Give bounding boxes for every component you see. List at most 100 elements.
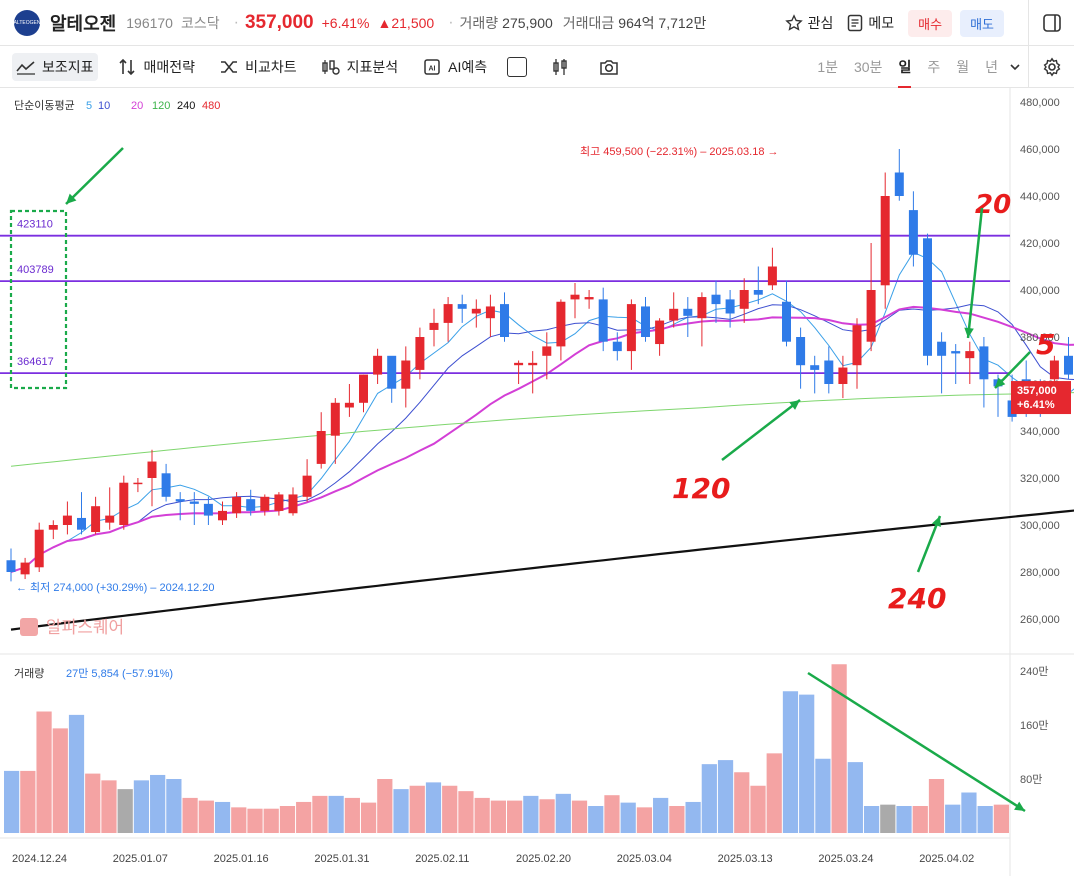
- arrow-volume-head: [1014, 801, 1025, 811]
- candle-body: [316, 431, 326, 464]
- candle-body: [951, 351, 961, 354]
- candle-type-button[interactable]: [547, 53, 579, 81]
- ai-predict-button[interactable]: AI AI예측: [418, 53, 491, 81]
- buy-button[interactable]: 매수: [908, 9, 953, 37]
- period-1min[interactable]: 1분: [817, 59, 838, 75]
- volume-bar: [896, 806, 912, 833]
- watch-button[interactable]: 관심: [784, 13, 834, 33]
- volume-bar: [993, 804, 1009, 833]
- screenshot-button[interactable]: [595, 54, 629, 80]
- arrow-ma240-head: [931, 516, 941, 527]
- strategy-button[interactable]: 매매전략: [114, 53, 200, 81]
- arrow-ma120-head: [789, 400, 800, 410]
- change-amount: ▲21,500: [377, 14, 435, 31]
- settings-button[interactable]: [1028, 46, 1074, 88]
- candle-body: [500, 304, 509, 337]
- candle-body: [6, 560, 16, 572]
- ma-legend-item: 5: [86, 100, 92, 112]
- sell-button[interactable]: 매도: [960, 9, 1004, 37]
- candle-body: [147, 461, 157, 478]
- indicator-button[interactable]: 보조지표: [12, 52, 98, 81]
- candle-body: [1064, 355, 1073, 375]
- candle-body: [965, 351, 975, 359]
- amount-label: 거래대금: [562, 14, 615, 31]
- volume-bar: [863, 806, 880, 833]
- arrow-ma5-head: [995, 377, 1006, 388]
- candle-body: [232, 496, 242, 514]
- square-tool-button[interactable]: [507, 56, 528, 77]
- company-logo: ALTEOGEN: [14, 9, 40, 36]
- chevron-down-icon[interactable]: [1008, 60, 1022, 74]
- volume-bar: [214, 801, 231, 833]
- candle-body: [20, 562, 30, 575]
- last-price-pct: +6.41%: [1017, 399, 1055, 411]
- period-day[interactable]: 일: [898, 46, 912, 88]
- candle-body: [344, 402, 354, 408]
- y-tick-label: 260,000: [1020, 614, 1060, 626]
- y-tick-label: 480,000: [1020, 97, 1060, 109]
- volume-bar: [150, 774, 166, 833]
- volume-bar: [474, 797, 490, 833]
- period-week[interactable]: 주: [927, 59, 941, 75]
- volume-bar: [685, 801, 701, 833]
- volume-bar: [68, 714, 85, 833]
- compare-button[interactable]: 비교차트: [215, 53, 301, 81]
- volume-bar: [912, 806, 928, 833]
- candle-body: [246, 499, 256, 511]
- watch-label: 관심: [807, 15, 834, 31]
- candle-body: [401, 360, 411, 389]
- volume-bar: [620, 802, 636, 833]
- candle-body: [288, 494, 298, 514]
- volume-bar: [458, 791, 474, 833]
- period-year[interactable]: 년: [985, 59, 998, 75]
- volume-bar: [717, 760, 734, 833]
- candle-body: [655, 320, 665, 345]
- volume-bar: [312, 795, 328, 833]
- candle-body: [359, 374, 368, 403]
- volume-bar: [766, 753, 782, 833]
- volume-tick-label: 240만: [1020, 665, 1048, 678]
- strategy-icon: [118, 58, 135, 75]
- volume-header-label: 거래량: [14, 667, 44, 680]
- volume-bar: [4, 770, 20, 833]
- ai-chip-icon: AI: [424, 58, 440, 75]
- hline-label: 403789: [17, 264, 54, 276]
- candle-body: [189, 501, 199, 504]
- ma-legend-item: 20: [131, 100, 143, 112]
- candle-body: [457, 304, 467, 309]
- candle-body: [528, 362, 538, 366]
- handwritten-240: 240: [888, 582, 946, 615]
- price-chart[interactable]: 423110 403789 364617 거래량 27만 5,854 (−57.91%…: [0, 88, 1074, 876]
- candle-body: [612, 341, 622, 352]
- indicator-icon: [16, 60, 35, 75]
- volume-bar: [425, 782, 442, 833]
- candle-body: [866, 290, 876, 342]
- volume-bar: [815, 758, 831, 833]
- candle-body: [626, 304, 636, 352]
- candle-body: [810, 365, 820, 370]
- period-30min[interactable]: 30분: [853, 59, 883, 75]
- arrow-to-box: [65, 147, 124, 205]
- strategy-label: 매매전략: [143, 58, 196, 75]
- candle-body: [119, 482, 129, 525]
- candle-body: [880, 196, 890, 286]
- y-tick-label: 280,000: [1020, 567, 1060, 579]
- stock-header: ALTEOGEN 알테오젠 196170 코스닥 · 357,000 +6.41…: [0, 0, 1074, 46]
- analysis-button[interactable]: 지표분석: [317, 53, 403, 81]
- x-tick-label: 2025.03.04: [617, 853, 672, 865]
- memo-button[interactable]: 메모: [847, 13, 894, 33]
- side-panel-toggle[interactable]: [1028, 0, 1074, 46]
- candle-body: [485, 306, 495, 319]
- gear-icon: [1043, 57, 1060, 77]
- star-icon: [784, 14, 803, 31]
- volume-bar: [539, 799, 555, 833]
- volume-bar: [555, 793, 571, 833]
- period-month[interactable]: 월: [956, 59, 970, 75]
- candle-body: [598, 299, 608, 342]
- candle-body: [725, 299, 735, 314]
- candle-body: [415, 337, 425, 370]
- high-annotation: 최고 459,500 (−22.31%) – 2025.03.18 →: [580, 145, 779, 158]
- arrow-ma120: [721, 399, 801, 461]
- volume-bar: [847, 762, 863, 833]
- hline-label: 364617: [17, 356, 54, 368]
